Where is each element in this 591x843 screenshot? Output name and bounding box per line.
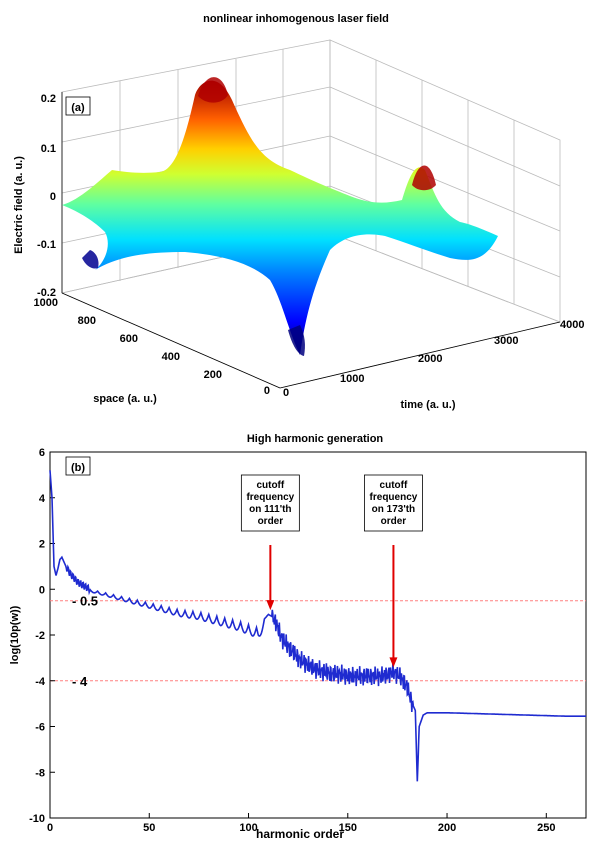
panel-a-axes [61, 92, 561, 389]
y-tick: 400 [162, 351, 180, 363]
panel-a-x-ticks: 0 1000 2000 3000 4000 [283, 319, 584, 399]
annotation-arrow-head [266, 600, 275, 611]
peak-left [198, 77, 228, 103]
annotation-text: cutoff [380, 480, 408, 491]
annotation-text: frequency [370, 492, 418, 503]
annotation-text: frequency [246, 492, 294, 503]
y-tick-label: -6 [35, 722, 45, 734]
panel-a-z-label: Electric field (a. u.) [13, 156, 25, 254]
y-tick: 1000 [34, 297, 58, 309]
x-tick: 3000 [494, 335, 518, 347]
reference-line-label: - 4 [72, 674, 88, 689]
y-tick-label: 2 [39, 539, 45, 551]
x-tick: 4000 [560, 319, 584, 331]
annotation-text: on 173'th [372, 504, 416, 515]
x-tick-label: 0 [47, 822, 53, 834]
annotation-text: order [258, 516, 284, 527]
panel-a-label-box [65, 96, 91, 116]
trough-left [82, 250, 99, 269]
z-tick: -0.1 [37, 239, 56, 251]
panel-a-x-label: time (a. u.) [400, 399, 455, 411]
panel-a: nonlinear inhomogenous laser field [13, 13, 584, 411]
y-tick-label: -8 [35, 767, 45, 779]
z-tick: 0.1 [41, 143, 56, 155]
y-tick-label: -2 [35, 630, 45, 642]
panel-b-title: High harmonic generation [247, 433, 384, 445]
reference-line-label: - 0.5 [72, 594, 98, 609]
panel-b-plot-area [49, 451, 587, 819]
x-tick: 0 [283, 387, 289, 399]
hhg-spectrum-line [49, 470, 586, 782]
y-tick-label: -4 [35, 676, 46, 688]
trough-front [288, 325, 305, 356]
y-tick-label: 4 [39, 493, 46, 505]
x-tick-label: 250 [537, 822, 555, 834]
y-tick: 600 [120, 333, 138, 345]
x-tick: 2000 [418, 353, 442, 365]
annotation-box [240, 474, 300, 532]
annotation-text: cutoff [256, 480, 284, 491]
x-tick-label: 150 [339, 822, 357, 834]
panel-b-x-label: harmonic order [256, 827, 344, 841]
panel-b-label: (b) [71, 462, 85, 474]
panel-b-series [49, 470, 586, 782]
y-tick-label: 0 [39, 584, 45, 596]
panel-a-z-ticks: 0.2 0.1 0 -0.1 -0.2 [37, 93, 56, 299]
annotation-text: on 111'th [249, 504, 291, 515]
panel-b-y-label: log(10p(w)) [9, 605, 21, 664]
panel-b: High harmonic generation - 0.5 - 4 0 50 100… [9, 433, 587, 841]
annotation-arrow-head [389, 657, 398, 668]
panel-b-ticks: 0 50 100 150 200 250 -10 -8 -6 -4 -2 0 2 4 6 [29, 447, 555, 834]
panel-a-label: (a) [71, 102, 85, 114]
panel-a-y-ticks: 1000 800 600 400 200 0 [34, 297, 270, 397]
x-tick-label: 100 [239, 822, 257, 834]
z-tick: -0.2 [37, 287, 56, 299]
y-tick: 800 [78, 315, 96, 327]
surface-sheet [62, 80, 498, 356]
panel-b-label-box [65, 456, 91, 476]
z-tick: 0 [50, 191, 56, 203]
x-tick-label: 50 [143, 822, 155, 834]
y-tick-label: 6 [39, 447, 45, 459]
panel-b-reference-lines: - 0.5 - 4 [50, 594, 586, 689]
x-tick-label: 200 [438, 822, 456, 834]
z-tick: 0.2 [41, 93, 56, 105]
x-tick: 1000 [340, 373, 364, 385]
panel-a-surface [62, 77, 498, 356]
panel-a-y-label: space (a. u.) [93, 393, 157, 405]
annotation-box [364, 474, 423, 532]
peak-right [412, 165, 436, 191]
y-tick-label: -10 [29, 813, 45, 825]
panel-a-title: nonlinear inhomogenous laser field [203, 13, 389, 25]
y-tick: 0 [264, 385, 270, 397]
y-tick: 200 [204, 369, 222, 381]
annotation-text: order [381, 516, 407, 527]
